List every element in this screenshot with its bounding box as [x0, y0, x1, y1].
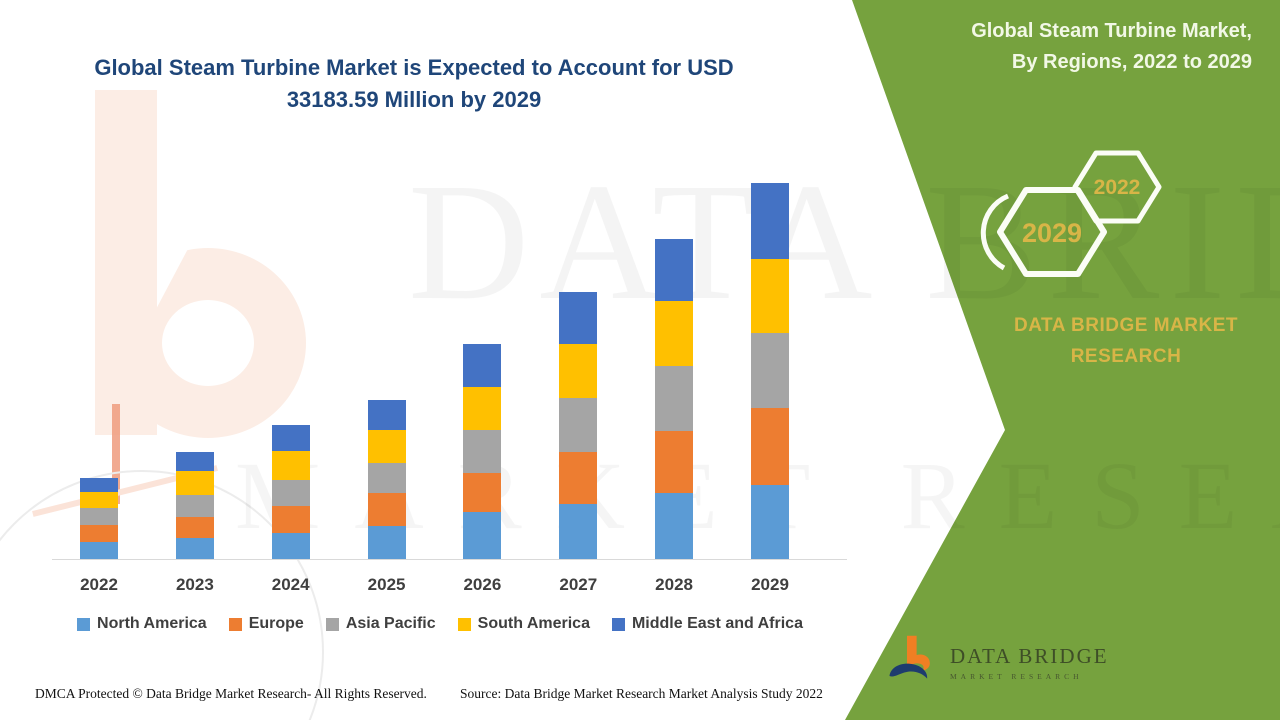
bar-segment: [751, 183, 789, 259]
x-axis-label: 2025: [367, 575, 406, 594]
bar-segment: [175, 517, 214, 538]
legend-label: Middle East and Africa: [631, 615, 803, 632]
bar-segment: [367, 400, 406, 430]
bar-segment: [367, 493, 406, 526]
x-axis-label: 2026: [463, 575, 502, 594]
source-note: Source: Data Bridge Market Research Mark…: [460, 686, 823, 701]
legend-label: North America: [97, 615, 207, 632]
bar-segment: [175, 538, 214, 559]
x-axis-line: [52, 559, 847, 560]
bar-segment: [367, 463, 406, 494]
legend-item: Middle East and Africa: [611, 615, 803, 633]
bar-segment: [751, 485, 789, 559]
bar-segment: [271, 505, 310, 534]
legend-swatch: [228, 617, 242, 631]
data-bridge-logo-icon: [889, 635, 930, 679]
bar-segment: [271, 450, 310, 480]
bar-segment: [655, 300, 694, 366]
bar-segment: [559, 504, 598, 559]
bar-segment: [80, 541, 118, 559]
bar-segment: [559, 398, 598, 453]
bar-segment: [655, 365, 694, 431]
x-axis-label: 2027: [559, 575, 598, 594]
bar-segment: [751, 407, 789, 485]
page-title-line1: Global Steam Turbine Market is Expected …: [94, 55, 734, 80]
bar-segment: [463, 387, 502, 430]
legend-item: South America: [457, 615, 590, 633]
bar-segment: [655, 493, 694, 559]
dmca-notice: DMCA Protected © Data Bridge Market Rese…: [35, 686, 427, 701]
logo-subtext: MARKET RESEARCH: [950, 671, 1083, 681]
bar-segment: [751, 333, 789, 408]
panel-heading-line2: By Regions, 2022 to 2029: [1011, 51, 1252, 73]
bar-segment: [655, 238, 694, 301]
chart-legend: North America Europe Asia Pacific South Ame…: [40, 615, 840, 633]
bar-segment: [559, 452, 598, 504]
legend-swatch: [325, 617, 339, 631]
logo-b-shape: [907, 635, 930, 671]
bar-segment: [463, 429, 502, 473]
bar-segment: [80, 508, 118, 525]
x-axis-label: 2023: [175, 575, 214, 594]
watermark-red-strip: [112, 404, 120, 504]
logo-swirl-shape: [889, 663, 928, 679]
legend-item: Asia Pacific: [325, 615, 436, 633]
bar-segment: [463, 473, 502, 513]
bar-segment: [367, 429, 406, 464]
x-axis-label: 2028: [655, 575, 693, 594]
bar-segment: [80, 525, 118, 542]
bar-segment: [367, 525, 406, 559]
legend-item: Europe: [228, 615, 304, 633]
x-axis-label: 2029: [751, 575, 789, 594]
legend-swatch: [457, 617, 471, 631]
bar-segment: [559, 344, 598, 398]
panel-heading-line1: Global Steam Turbine Market,: [971, 20, 1252, 42]
bar-segment: [271, 479, 310, 506]
bar-segment: [80, 492, 118, 509]
bar-segment: [175, 471, 214, 495]
bar-segment: [175, 494, 214, 518]
watermark-text-data-bridge: DATA BRIDGE: [408, 158, 1280, 326]
panel-heading: Global Steam Turbine Market, By Regions,…: [900, 16, 1252, 78]
legend-item: North America: [77, 615, 207, 633]
page-title-line2: 33183.59 Million by 2029: [286, 87, 542, 112]
bar-segment: [463, 512, 502, 559]
logo-name-text: DATA BRIDGE: [950, 643, 1109, 668]
bar-segment: [655, 430, 694, 494]
data-bridge-logo: DATA BRIDGE MARKET RESEARCH: [886, 634, 1109, 690]
legend-label: South America: [477, 615, 590, 632]
page-title: Global Steam Turbine Market is Expected …: [75, 52, 753, 116]
legend-swatch: [77, 617, 91, 631]
bar-segment: [271, 424, 310, 451]
x-axis-label: 2024: [271, 575, 310, 594]
bar-segment: [80, 478, 118, 493]
bar-segment: [463, 344, 502, 387]
bar-segment: [559, 292, 598, 344]
legend-swatch: [611, 617, 625, 631]
x-axis-label: 2022: [80, 575, 118, 594]
legend-label: Europe: [248, 615, 304, 632]
legend-label: Asia Pacific: [345, 615, 436, 632]
bar-segment: [271, 533, 310, 559]
bar-segment: [175, 452, 214, 472]
bar-segment: [751, 258, 789, 334]
brand-text-block: DATA BRIDGE MARKET RESEARCH: [1014, 315, 1238, 367]
